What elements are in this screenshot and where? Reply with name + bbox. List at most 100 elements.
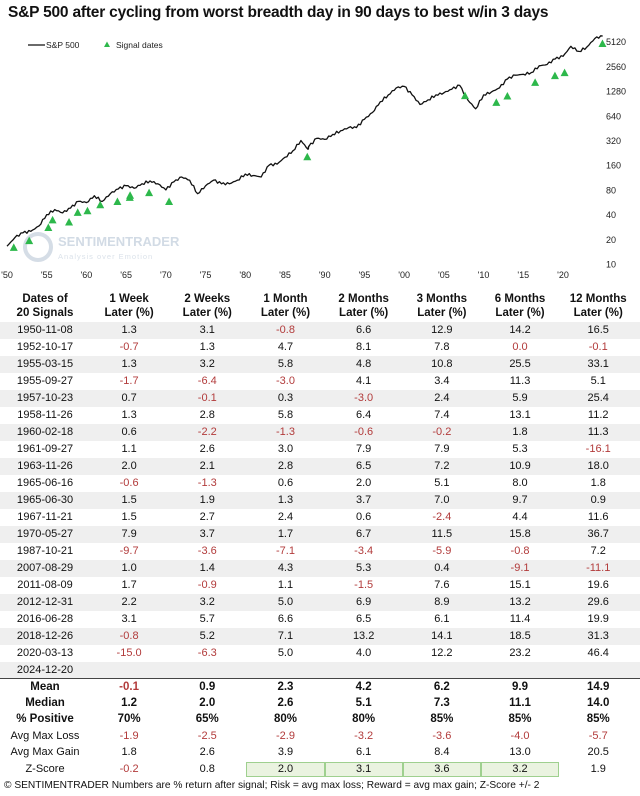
signal-marker: [560, 68, 569, 77]
stat-row: Mean -0.1 0.9 2.3 4.2 6.2 9.9 14.9: [0, 679, 640, 695]
return-cell: 0.4: [434, 562, 450, 574]
signal-marker: [44, 223, 53, 231]
return-cell: 5.3: [356, 562, 372, 574]
column-header-line1: 6 Months: [494, 292, 546, 305]
return-cell: 1.3: [121, 409, 137, 421]
stat-value: 9.9: [512, 680, 529, 693]
column-header-line2: Later (%): [573, 306, 623, 319]
return-cell: -0.1: [588, 341, 608, 353]
return-cell: 3.1: [121, 613, 137, 625]
return-cell: 6.1: [434, 613, 450, 625]
signal-marker: [96, 200, 105, 209]
signal-date-cell: 1965-06-16: [16, 477, 74, 489]
return-cell: -6.3: [197, 647, 217, 659]
stat-label: Mean: [30, 680, 60, 693]
return-cell: 4.0: [356, 647, 372, 659]
return-cell: -0.9: [197, 579, 217, 591]
return-cell: -11.1: [586, 562, 611, 574]
return-cell: -1.3: [197, 477, 217, 489]
return-cell: 0.7: [121, 392, 137, 404]
return-cell: -6.4: [197, 375, 217, 387]
column-header-line2: Later (%): [417, 306, 467, 319]
signal-date-cell: 2024-12-20: [16, 663, 74, 676]
return-cell: 33.1: [587, 358, 609, 370]
return-cell: 1.8: [590, 477, 606, 489]
table-row: 1957-10-23 0.7 -0.1 0.3 -3.0 2.4 5.9 25.4: [0, 390, 640, 407]
signal-marker: [83, 206, 92, 215]
return-cell: 0.9: [590, 494, 606, 506]
return-cell: 3.7: [356, 494, 372, 506]
signal-date-cell: 1967-11-21: [17, 511, 73, 523]
y-tick-label: 2560: [606, 62, 626, 72]
stat-value: -2.5: [197, 729, 217, 742]
signal-date-cell: 1950-11-08: [17, 324, 73, 336]
x-tick-label: '85: [279, 270, 291, 280]
return-cell: -3.0: [275, 375, 295, 387]
return-cell: 10.9: [509, 460, 531, 472]
return-cell: 2.0: [121, 460, 137, 472]
signal-marker: [550, 71, 559, 80]
footer-note: © SENTIMENTRADER Numbers are % return af…: [4, 780, 540, 791]
stat-value: 0.9: [199, 680, 216, 693]
signal-date-cell: 2007-08-29: [16, 562, 74, 574]
stat-value: 11.1: [509, 697, 531, 710]
stat-value: 1.2: [121, 697, 138, 710]
stat-label: Z-Score: [25, 762, 65, 775]
return-cell: -15.0: [116, 647, 142, 659]
stat-value: -0.1: [119, 680, 139, 693]
return-cell: 7.2: [590, 545, 606, 557]
table-row: 2018-12-26 -0.8 5.2 7.1 13.2 14.1 18.5 31.3: [0, 628, 640, 645]
return-cell: 11.4: [509, 613, 531, 625]
return-cell: 6.9: [356, 596, 372, 608]
return-cell: 3.4: [434, 375, 450, 387]
signal-marker: [48, 215, 57, 224]
stat-value: 3.1: [324, 761, 403, 777]
table-row: 1955-09-27 -1.7 -6.4 -3.0 4.1 3.4 11.3 5.1: [0, 373, 640, 390]
return-cell: 14.1: [431, 630, 453, 642]
table-row: 2016-06-28 3.1 5.7 6.6 6.5 6.1 11.4 19.9: [0, 611, 640, 628]
return-cell: 14.2: [509, 324, 531, 336]
x-tick-label: '50: [1, 270, 13, 280]
return-cell: 3.1: [199, 324, 215, 336]
return-cell: 13.2: [509, 596, 531, 608]
table-row: 1965-06-16 -0.6 -1.3 0.6 2.0 5.1 8.0 1.8: [0, 475, 640, 492]
return-cell: 1.3: [121, 358, 137, 370]
stat-row: Avg Max Gain 1.8 2.6 3.9 6.1 8.4 13.0 20.5: [0, 745, 640, 761]
x-tick-label: '00: [398, 270, 410, 280]
x-tick-label: '10: [478, 270, 490, 280]
return-cell: 9.7: [512, 494, 528, 506]
return-cell: -16.1: [585, 443, 611, 455]
return-cell: 1.0: [121, 562, 137, 574]
stat-value: 70%: [117, 713, 141, 726]
return-cell: 13.2: [352, 630, 375, 642]
return-cell: 7.9: [356, 443, 372, 455]
column-header-line2: Later (%): [182, 306, 232, 319]
return-cell: -2.4: [432, 511, 452, 523]
stat-value: 5.1: [355, 697, 372, 710]
return-cell: 11.6: [587, 511, 609, 523]
return-cell: -9.1: [510, 562, 530, 574]
stat-label: Median: [25, 697, 65, 710]
stat-value: 14.9: [587, 680, 610, 693]
stat-label: Avg Max Loss: [10, 729, 80, 742]
return-cell: 11.3: [509, 375, 531, 387]
return-cell: 36.7: [587, 528, 609, 540]
return-cell: 19.9: [587, 613, 609, 625]
signal-date-cell: 1987-10-21: [16, 545, 74, 557]
return-cell: 13.1: [509, 409, 531, 421]
return-cell: 6.4: [356, 409, 372, 421]
y-tick-label: 640: [606, 111, 621, 121]
table-row: 1967-11-21 1.5 2.7 2.4 0.6 -2.4 4.4 11.6: [0, 509, 640, 526]
return-cell: 25.5: [509, 358, 531, 370]
return-cell: 2.8: [277, 460, 294, 472]
return-cell: 18.5: [509, 630, 531, 642]
return-cell: -5.9: [432, 545, 452, 557]
stat-value: -3.6: [432, 729, 452, 742]
return-cell: 4.4: [512, 511, 528, 523]
sp500-chart: SENTIMENTRADER Analysis over Emotion 10 20 4…: [1, 35, 626, 280]
column-header-line2: Later (%): [104, 306, 154, 319]
signal-marker: [126, 191, 135, 199]
signal-date-cell: 2020-03-13: [16, 647, 74, 659]
return-cell: -1.5: [354, 579, 374, 591]
stat-value: -0.2: [119, 762, 139, 775]
